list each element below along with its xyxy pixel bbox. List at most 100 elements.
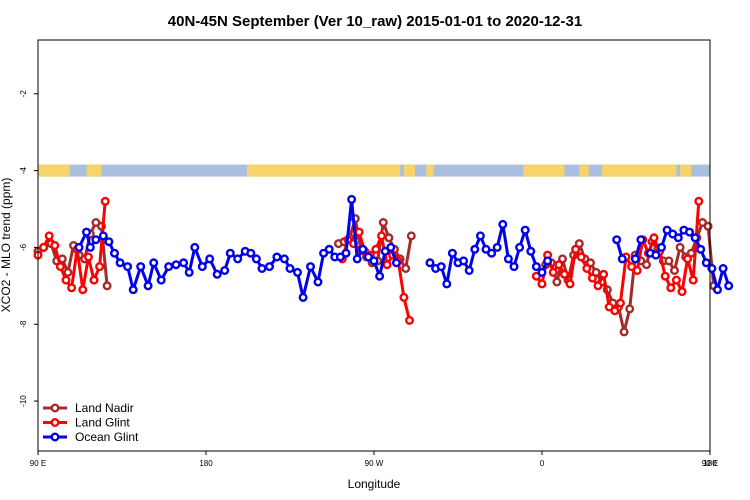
data-point <box>100 196 110 206</box>
data-point <box>459 256 469 266</box>
x-tick-label: 180 <box>703 459 717 468</box>
data-point <box>565 279 575 289</box>
data-point <box>405 315 415 325</box>
data-point <box>694 196 704 206</box>
data-point <box>406 231 416 241</box>
data-point <box>587 273 597 283</box>
data-point <box>671 275 681 285</box>
data-point <box>713 285 723 295</box>
data-point <box>543 256 553 266</box>
data-point <box>149 258 159 268</box>
data-point <box>123 262 133 272</box>
y-tick-label: -2 <box>19 90 28 98</box>
data-point <box>675 242 685 252</box>
data-point <box>212 269 222 279</box>
data-point <box>184 267 194 277</box>
legend-item: Land Nadir <box>43 401 134 415</box>
data-point <box>377 231 387 241</box>
data-point <box>571 244 581 254</box>
data-point <box>306 262 316 272</box>
data-point <box>81 227 91 237</box>
data-point <box>293 267 303 277</box>
x-tick-label: 0 <box>540 459 545 468</box>
data-point <box>285 264 295 274</box>
data-point <box>74 242 84 252</box>
data-point <box>632 266 642 276</box>
legend-marker <box>50 432 60 442</box>
data-point <box>636 235 646 245</box>
y-tick-label: -8 <box>19 320 28 328</box>
data-point <box>701 258 711 268</box>
data-point <box>380 246 390 256</box>
data-point <box>664 256 674 266</box>
y-axis: -2 -4 -6 -8 -10 <box>19 90 38 407</box>
data-point <box>171 260 181 270</box>
data-point <box>548 267 558 277</box>
land-band-segment <box>523 164 565 177</box>
data-point <box>61 275 71 285</box>
data-point <box>386 242 396 252</box>
data-point <box>724 281 734 291</box>
data-point <box>685 227 695 237</box>
data-point <box>313 277 323 287</box>
data-point <box>537 267 547 277</box>
data-point <box>509 262 519 272</box>
data-point <box>98 231 108 241</box>
x-tick-label: 180 <box>199 459 213 468</box>
land-band-segment <box>601 164 677 177</box>
data-point <box>660 271 670 281</box>
data-point <box>382 260 392 270</box>
x-tick-label: 90 E <box>702 459 718 468</box>
data-point <box>515 242 525 252</box>
data-point <box>67 283 77 293</box>
land-band-segment <box>426 164 434 177</box>
data-point <box>205 254 215 264</box>
data-point <box>375 271 385 281</box>
data-point <box>347 194 357 204</box>
data-point <box>559 269 569 279</box>
data-point <box>319 248 329 258</box>
data-point <box>615 298 625 308</box>
data-point <box>50 240 60 250</box>
data-point <box>436 262 446 272</box>
land-band-segment <box>579 164 589 177</box>
data-point <box>690 233 700 243</box>
data-point <box>677 287 687 297</box>
data-point <box>85 242 95 252</box>
data-point <box>520 225 530 235</box>
chart-title: 40N-45N September (Ver 10_raw) 2015-01-0… <box>168 13 582 30</box>
data-point <box>537 279 547 289</box>
data-point <box>251 254 261 264</box>
data-point <box>104 237 114 247</box>
legend-label: Ocean Glint <box>75 430 139 444</box>
legend-marker <box>50 403 60 413</box>
data-point <box>233 254 243 264</box>
series-ocean-glint <box>74 194 734 302</box>
legend-item: Land Glint <box>43 416 130 430</box>
data-point <box>593 281 603 291</box>
data-point <box>619 327 629 337</box>
data-point <box>447 248 457 258</box>
legend-label: Land Nadir <box>75 401 134 415</box>
data-point <box>83 252 93 262</box>
data-point <box>688 275 698 285</box>
data-point <box>670 266 680 276</box>
y-tick-label: -10 <box>19 395 28 407</box>
x-tick-label: 90 E <box>30 459 46 468</box>
data-point <box>156 275 166 285</box>
data-point <box>470 244 480 254</box>
data-point <box>257 264 267 274</box>
data-point <box>279 254 289 264</box>
data-point <box>102 281 112 291</box>
data-point <box>265 262 275 272</box>
data-point <box>220 266 230 276</box>
data-point <box>662 225 672 235</box>
data-point <box>627 262 637 272</box>
data-point <box>625 304 635 314</box>
data-point <box>582 264 592 274</box>
data-point <box>651 250 661 260</box>
data-point <box>369 256 379 266</box>
